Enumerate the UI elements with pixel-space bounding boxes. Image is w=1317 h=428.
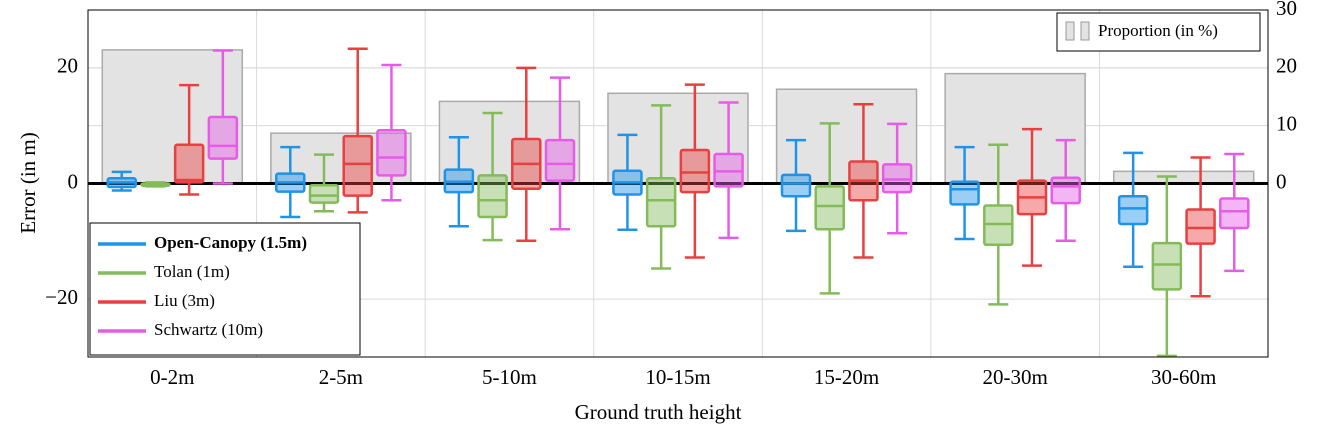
box bbox=[1151, 241, 1183, 291]
box bbox=[173, 143, 205, 184]
box bbox=[477, 174, 508, 219]
legend-label: Tolan (1m) bbox=[154, 262, 230, 281]
x-axis-label: Ground truth height bbox=[575, 400, 742, 424]
proportion-bar bbox=[1112, 170, 1255, 185]
box bbox=[342, 134, 373, 197]
box bbox=[1117, 194, 1149, 226]
legend-frame bbox=[1056, 12, 1261, 52]
box bbox=[679, 148, 711, 194]
proportion-bar bbox=[607, 92, 749, 185]
x-tick-label: 20-30m bbox=[982, 365, 1047, 389]
legend-swatch bbox=[1065, 21, 1075, 41]
box bbox=[1185, 208, 1216, 245]
proportion-legend: Proportion (in %) bbox=[1056, 12, 1261, 52]
box bbox=[814, 185, 845, 231]
x-tick-label: 15-20m bbox=[814, 365, 879, 389]
y-tick-label: 20 bbox=[57, 54, 78, 78]
box bbox=[308, 183, 340, 204]
y2-tick-label: 30 bbox=[1276, 0, 1297, 20]
legend-label: Open-Canopy (1.5m) bbox=[154, 233, 307, 252]
y2-tick-label: 10 bbox=[1276, 111, 1297, 135]
plot-frame bbox=[87, 9, 1269, 358]
box bbox=[376, 129, 407, 177]
y2-tick-label: 0 bbox=[1276, 169, 1287, 193]
x-tick-label: 5-10m bbox=[482, 365, 537, 389]
box bbox=[1050, 176, 1081, 205]
x-tick-label: 2-5m bbox=[319, 365, 363, 389]
box bbox=[949, 180, 980, 206]
box bbox=[1219, 197, 1250, 230]
box bbox=[645, 177, 677, 228]
x-tick-label: 10-15m bbox=[645, 365, 710, 389]
legend: Open-Canopy (1.5m) Tolan (1m) Liu (3m) Schw… bbox=[89, 222, 361, 356]
proportion-bar bbox=[944, 72, 1086, 185]
box bbox=[207, 115, 239, 160]
legend-swatch bbox=[1080, 21, 1090, 41]
box bbox=[544, 138, 576, 182]
box bbox=[780, 173, 812, 198]
y-tick-label: 0 bbox=[68, 169, 79, 193]
legend-label: Schwartz (10m) bbox=[154, 320, 263, 339]
y-axis-label: Error (in m) bbox=[16, 132, 40, 233]
x-tick-label: 0-2m bbox=[150, 365, 194, 389]
legend-label: Liu (3m) bbox=[154, 291, 215, 310]
y-tick-label: −20 bbox=[45, 285, 78, 309]
x-tick-label: 30-60m bbox=[1151, 365, 1216, 389]
legend-label: Proportion (in %) bbox=[1098, 21, 1218, 40]
y2-tick-label: 20 bbox=[1276, 54, 1297, 78]
